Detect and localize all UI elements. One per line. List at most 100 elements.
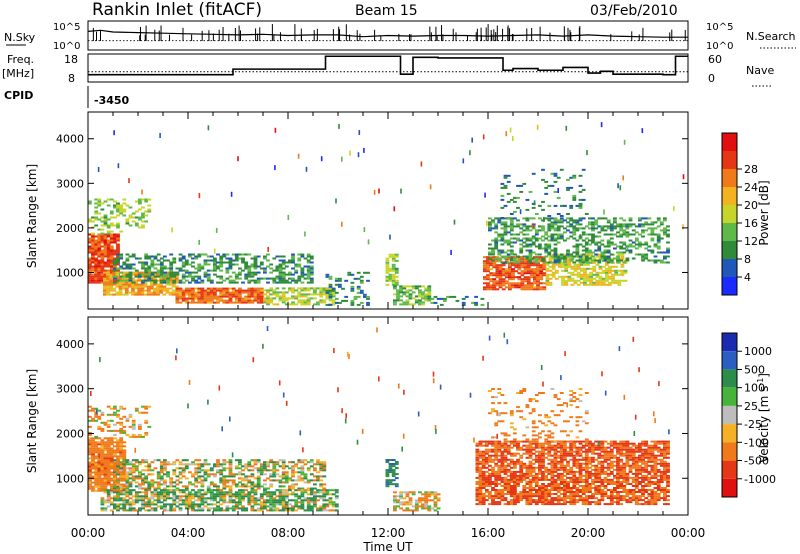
velocity-cell bbox=[291, 475, 295, 478]
velocity-cell bbox=[181, 475, 186, 478]
power-cell bbox=[234, 281, 239, 284]
velocity-cell bbox=[256, 497, 261, 500]
velocity-cell bbox=[159, 467, 164, 470]
power-cell bbox=[528, 237, 533, 240]
power-cell bbox=[394, 255, 399, 258]
velocity-cell bbox=[100, 445, 105, 448]
power-cell bbox=[529, 286, 534, 289]
velocity-cell bbox=[418, 491, 422, 494]
power-cell bbox=[122, 267, 127, 270]
velocity-cell bbox=[194, 491, 199, 494]
velocity-cell bbox=[125, 477, 130, 480]
power-cell bbox=[338, 283, 342, 286]
power-cell bbox=[238, 253, 242, 256]
power-cell bbox=[508, 288, 512, 291]
velocity-cell bbox=[491, 458, 495, 461]
velocity-cell bbox=[103, 423, 108, 426]
velocity-cell bbox=[128, 477, 133, 480]
velocity-cell bbox=[288, 503, 292, 506]
velocity-cell bbox=[103, 447, 108, 450]
power-cell bbox=[100, 245, 105, 248]
power-cell bbox=[620, 269, 625, 272]
power-cell bbox=[197, 263, 202, 266]
velocity-cell bbox=[150, 485, 155, 488]
power-cell bbox=[523, 260, 528, 263]
power-cell bbox=[172, 279, 177, 282]
power-cell bbox=[322, 301, 327, 304]
power-cell bbox=[166, 259, 170, 262]
power-cell bbox=[137, 277, 142, 280]
power-cell bbox=[94, 212, 99, 215]
power-cell bbox=[131, 283, 135, 286]
power-cell bbox=[106, 287, 110, 290]
velocity-cell bbox=[405, 493, 410, 496]
power-cell bbox=[191, 253, 195, 256]
velocity-cell bbox=[313, 475, 317, 478]
power-cell bbox=[97, 267, 102, 270]
power-cell bbox=[269, 287, 274, 290]
velocity-cell bbox=[391, 463, 396, 465]
velocity-cell bbox=[500, 450, 505, 453]
power-cell bbox=[197, 269, 202, 272]
power-cell bbox=[399, 289, 403, 292]
power-cell bbox=[659, 251, 664, 254]
power-cell bbox=[328, 275, 333, 278]
power-cell bbox=[525, 255, 530, 258]
velocity-cell bbox=[269, 493, 274, 496]
power-cell bbox=[319, 287, 324, 290]
power-cell bbox=[604, 275, 609, 278]
power-cell bbox=[100, 275, 105, 278]
power-cell bbox=[503, 217, 508, 220]
power-cell bbox=[159, 275, 164, 278]
power-cell bbox=[517, 286, 522, 289]
power-cell bbox=[128, 214, 133, 217]
power-cell bbox=[388, 253, 393, 256]
power-cell bbox=[97, 200, 102, 203]
power-cell bbox=[106, 265, 111, 268]
velocity-cell bbox=[475, 452, 480, 455]
velocity-cell bbox=[284, 479, 289, 482]
velocity-cell bbox=[385, 461, 390, 463]
power-cell bbox=[163, 271, 167, 274]
velocity-cell bbox=[100, 463, 105, 466]
power-cell bbox=[159, 279, 164, 282]
power-cell bbox=[609, 243, 614, 246]
velocity-cell bbox=[88, 461, 92, 464]
power-cell bbox=[586, 150, 588, 156]
velocity-cell bbox=[200, 501, 205, 504]
velocity-cell bbox=[399, 507, 403, 510]
power-cell bbox=[331, 293, 336, 296]
power-cell bbox=[309, 257, 314, 260]
power-cell bbox=[628, 239, 633, 242]
power-cell bbox=[259, 267, 264, 270]
velocity-cell bbox=[141, 405, 145, 408]
power-cell bbox=[275, 287, 280, 290]
power-cell bbox=[519, 249, 524, 252]
power-cell bbox=[109, 216, 114, 219]
velocity-cell bbox=[256, 503, 261, 506]
velocity-cell bbox=[494, 450, 499, 453]
power-cell bbox=[547, 239, 552, 242]
velocity-cell bbox=[225, 485, 230, 488]
power-cell bbox=[288, 289, 292, 292]
power-cell bbox=[209, 293, 214, 296]
power-cell bbox=[118, 291, 123, 294]
power-cell bbox=[653, 259, 658, 262]
power-cell bbox=[109, 255, 114, 258]
velocity-cell bbox=[225, 509, 230, 512]
velocity-cell bbox=[263, 467, 267, 470]
power-cell bbox=[287, 214, 290, 220]
velocity-cell bbox=[188, 497, 192, 500]
velocity-cell bbox=[203, 505, 208, 508]
power-cell bbox=[533, 274, 537, 277]
velocity-cell bbox=[309, 479, 314, 482]
velocity-cell bbox=[228, 495, 233, 498]
power-cell bbox=[603, 259, 608, 262]
power-cell bbox=[115, 293, 120, 296]
velocity-cell bbox=[253, 489, 258, 492]
velocity-cell bbox=[405, 509, 410, 512]
velocity-cell bbox=[103, 457, 108, 460]
velocity-cell bbox=[494, 454, 499, 457]
velocity-cell bbox=[272, 475, 277, 478]
velocity-cell bbox=[259, 495, 264, 498]
